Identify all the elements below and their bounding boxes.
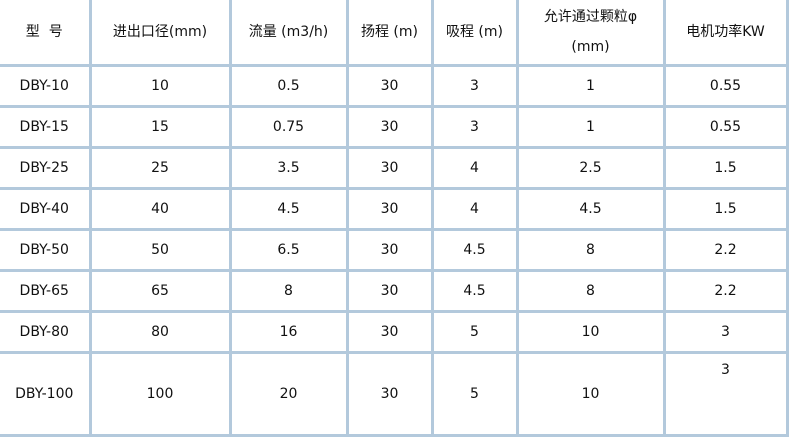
cell-port-diameter: 65 bbox=[88, 269, 232, 313]
cell-motor-power: 0.55 bbox=[662, 64, 789, 108]
cell-port-diameter: 15 bbox=[88, 105, 232, 149]
cell-flow: 0.75 bbox=[228, 105, 349, 149]
cell-suction: 4.5 bbox=[430, 228, 519, 272]
cell-suction: 3 bbox=[430, 64, 519, 108]
cell-particle-size: 1 bbox=[515, 64, 666, 108]
cell-port-diameter: 40 bbox=[88, 187, 232, 231]
cell-particle-size: 4.5 bbox=[515, 187, 666, 231]
cell-head: 30 bbox=[345, 105, 434, 149]
table-row: DBY-25 25 3.5 30 4 2.5 1.5 bbox=[0, 146, 789, 190]
cell-particle-size: 10 bbox=[515, 310, 666, 354]
cell-head: 30 bbox=[345, 187, 434, 231]
table-row: DBY-10 10 0.5 30 3 1 0.55 bbox=[0, 64, 789, 108]
header-head: 扬程 (m) bbox=[345, 0, 434, 67]
cell-particle-size: 10 bbox=[515, 351, 666, 437]
header-motor-power: 电机功率KW bbox=[662, 0, 789, 67]
cell-head: 30 bbox=[345, 228, 434, 272]
cell-model: DBY-50 bbox=[0, 228, 92, 272]
header-suction: 吸程 (m) bbox=[430, 0, 519, 67]
table-row: DBY-15 15 0.75 30 3 1 0.55 bbox=[0, 105, 789, 149]
cell-model: DBY-40 bbox=[0, 187, 92, 231]
cell-model: DBY-65 bbox=[0, 269, 92, 313]
cell-model: DBY-25 bbox=[0, 146, 92, 190]
cell-motor-power: 2.2 bbox=[662, 269, 789, 313]
cell-suction: 4.5 bbox=[430, 269, 519, 313]
cell-suction: 5 bbox=[430, 310, 519, 354]
cell-particle-size: 8 bbox=[515, 228, 666, 272]
table-row: DBY-40 40 4.5 30 4 4.5 1.5 bbox=[0, 187, 789, 231]
header-flow: 流量 (m3/h) bbox=[228, 0, 349, 67]
cell-head: 30 bbox=[345, 351, 434, 437]
cell-flow: 6.5 bbox=[228, 228, 349, 272]
cell-head: 30 bbox=[345, 269, 434, 313]
cell-flow: 0.5 bbox=[228, 64, 349, 108]
header-row: 型 号 进出口径(mm) 流量 (m3/h) 扬程 (m) 吸程 (m) 允许通… bbox=[0, 0, 789, 67]
cell-suction: 5 bbox=[430, 351, 519, 437]
cell-particle-size: 2.5 bbox=[515, 146, 666, 190]
cell-model: DBY-10 bbox=[0, 64, 92, 108]
cell-motor-power: 1.5 bbox=[662, 146, 789, 190]
cell-motor-power: 3 bbox=[662, 310, 789, 354]
cell-head: 30 bbox=[345, 146, 434, 190]
table-row: DBY-65 65 8 30 4.5 8 2.2 bbox=[0, 269, 789, 313]
cell-motor-power: 2.2 bbox=[662, 228, 789, 272]
cell-motor-power: 1.5 bbox=[662, 187, 789, 231]
cell-flow: 16 bbox=[228, 310, 349, 354]
cell-port-diameter: 50 bbox=[88, 228, 232, 272]
cell-port-diameter: 80 bbox=[88, 310, 232, 354]
cell-particle-size: 8 bbox=[515, 269, 666, 313]
cell-flow: 8 bbox=[228, 269, 349, 313]
cell-flow: 20 bbox=[228, 351, 349, 437]
cell-port-diameter: 10 bbox=[88, 64, 232, 108]
header-model: 型 号 bbox=[0, 0, 92, 67]
cell-head: 30 bbox=[345, 310, 434, 354]
table-row: DBY-100 100 20 30 5 10 3 bbox=[0, 351, 789, 437]
cell-port-diameter: 25 bbox=[88, 146, 232, 190]
cell-suction: 4 bbox=[430, 187, 519, 231]
cell-particle-size: 1 bbox=[515, 105, 666, 149]
cell-model: DBY-80 bbox=[0, 310, 92, 354]
header-port-diameter: 进出口径(mm) bbox=[88, 0, 232, 67]
cell-model: DBY-100 bbox=[0, 351, 92, 437]
table-row: DBY-50 50 6.5 30 4.5 8 2.2 bbox=[0, 228, 789, 272]
header-particle-size: 允许通过颗粒φ (mm) bbox=[515, 0, 666, 67]
cell-suction: 3 bbox=[430, 105, 519, 149]
cell-motor-power: 0.55 bbox=[662, 105, 789, 149]
cell-port-diameter: 100 bbox=[88, 351, 232, 437]
cell-flow: 4.5 bbox=[228, 187, 349, 231]
cell-flow: 3.5 bbox=[228, 146, 349, 190]
cell-motor-power: 3 bbox=[662, 351, 789, 437]
cell-head: 30 bbox=[345, 64, 434, 108]
table-row: DBY-80 80 16 30 5 10 3 bbox=[0, 310, 789, 354]
cell-model: DBY-15 bbox=[0, 105, 92, 149]
cell-suction: 4 bbox=[430, 146, 519, 190]
